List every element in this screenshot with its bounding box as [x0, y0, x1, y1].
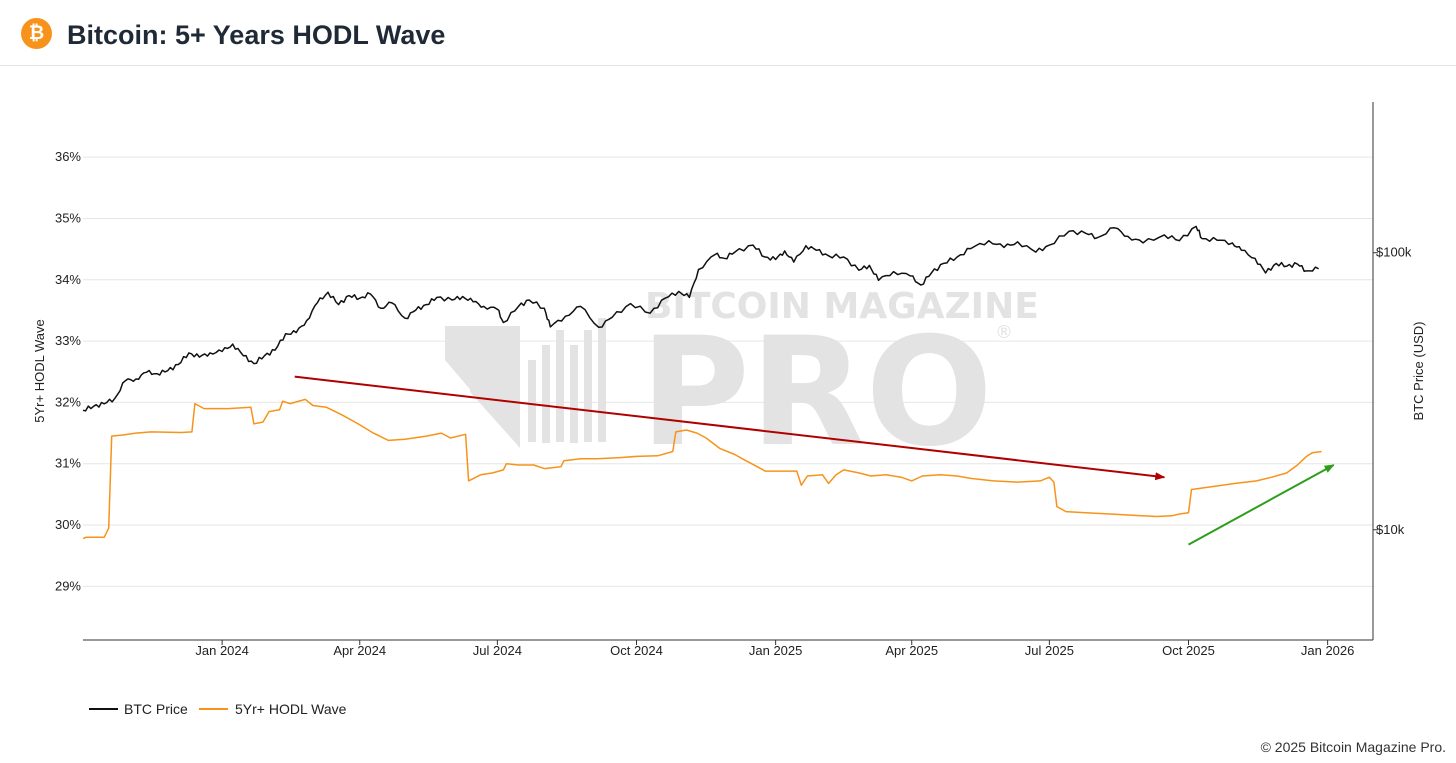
- chart-header: ₿ Bitcoin: 5+ Years HODL Wave: [0, 0, 1456, 66]
- bitcoin-logo-icon: ₿: [21, 18, 52, 49]
- trend-arrow-up: [1188, 464, 1335, 546]
- y-left-tick-label: 33%: [55, 333, 81, 348]
- legend-label-hodl-wave: 5Yr+ HODL Wave: [235, 701, 347, 717]
- y-axis-right-label: BTC Price (USD): [1411, 322, 1426, 421]
- legend-item-btc-price[interactable]: BTC Price: [89, 701, 188, 717]
- y-left-tick-label: 31%: [55, 456, 81, 471]
- x-tick-label: Apr 2024: [333, 643, 386, 658]
- y-axis-left-label: 5Yr+ HODL Wave: [32, 319, 47, 422]
- x-tick-label: Jan 2024: [195, 643, 249, 658]
- watermark-logo-icon: [445, 318, 606, 448]
- watermark-reg: ®: [995, 322, 1013, 343]
- axes: [83, 102, 1374, 641]
- y-left-tick-label: 35%: [55, 210, 81, 225]
- copyright-text: © 2025 Bitcoin Magazine Pro.: [1260, 739, 1446, 755]
- watermark-line1: BITCOIN MAGAZINE: [645, 286, 1039, 327]
- watermark: BITCOIN MAGAZINE PRO ®: [445, 286, 1039, 480]
- y-axis-left-ticks: 29% 30% 31% 32% 33% 34% 35% 36%: [55, 149, 81, 593]
- series-line-btc-price: [82, 225, 1319, 412]
- x-tick-label: Jul 2025: [1025, 643, 1074, 658]
- hodl-wave-chart: BITCOIN MAGAZINE PRO ® 29% 30% 31% 32% 33% 34…: [32, 102, 1426, 717]
- y-left-tick-label: 30%: [55, 517, 81, 532]
- x-tick-label: Jan 2026: [1301, 643, 1355, 658]
- y-right-tick-label: $10k: [1376, 522, 1405, 537]
- y-left-tick-label: 32%: [55, 394, 81, 409]
- y-left-tick-label: 34%: [55, 272, 81, 287]
- trend-arrow-down: [294, 375, 1166, 481]
- x-tick-label: Oct 2025: [1162, 643, 1215, 658]
- page-title: Bitcoin: 5+ Years HODL Wave: [67, 20, 446, 50]
- legend-item-hodl-wave[interactable]: 5Yr+ HODL Wave: [199, 701, 347, 717]
- x-tick-label: Jan 2025: [749, 643, 803, 658]
- y-left-tick-label: 36%: [55, 149, 81, 164]
- gridlines: [83, 156, 1373, 587]
- annotation-layer: [294, 375, 1335, 546]
- series-layer: [82, 225, 1322, 540]
- x-tick-label: Apr 2025: [885, 643, 938, 658]
- y-axis-right-ticks: $10k $100k: [1373, 245, 1412, 537]
- x-tick-label: Jul 2024: [473, 643, 522, 658]
- chart-legend[interactable]: BTC Price 5Yr+ HODL Wave: [89, 701, 347, 717]
- y-left-tick-label: 29%: [55, 578, 81, 593]
- watermark-line2: PRO: [640, 306, 993, 480]
- y-right-tick-label: $100k: [1376, 245, 1412, 260]
- x-tick-label: Oct 2024: [610, 643, 663, 658]
- series-line-hodl-wave: [82, 398, 1322, 540]
- x-axis-ticks: Jan 2024 Apr 2024 Jul 2024 Oct 2024 Jan 2025…: [195, 640, 1354, 658]
- legend-label-btc-price: BTC Price: [124, 701, 188, 717]
